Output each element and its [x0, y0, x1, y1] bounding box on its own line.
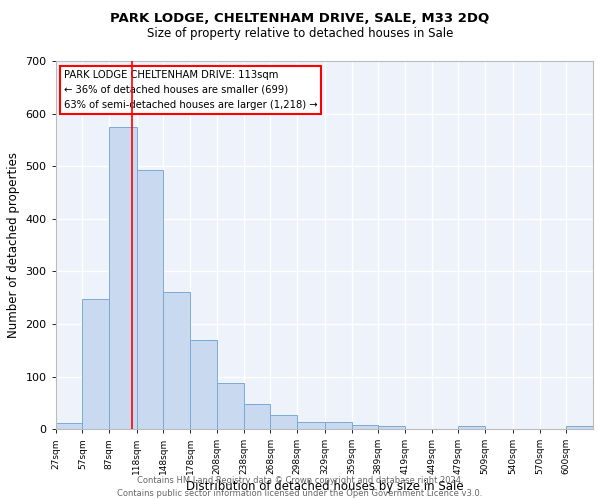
Bar [271, 415, 297, 429]
X-axis label: Distribution of detached houses by size in Sale: Distribution of detached houses by size … [185, 480, 463, 493]
Bar [297, 422, 325, 429]
Bar [56, 423, 82, 429]
Bar [109, 126, 137, 429]
Bar [458, 426, 485, 429]
Y-axis label: Number of detached properties: Number of detached properties [7, 152, 20, 338]
Bar [244, 404, 271, 429]
Text: Size of property relative to detached houses in Sale: Size of property relative to detached ho… [147, 28, 453, 40]
Text: PARK LODGE, CHELTENHAM DRIVE, SALE, M33 2DQ: PARK LODGE, CHELTENHAM DRIVE, SALE, M33 … [110, 12, 490, 26]
Bar [325, 422, 352, 429]
Bar [352, 426, 378, 429]
Bar [190, 340, 217, 429]
Text: PARK LODGE CHELTENHAM DRIVE: 113sqm
← 36% of detached houses are smaller (699)
6: PARK LODGE CHELTENHAM DRIVE: 113sqm ← 36… [64, 70, 317, 110]
Bar [137, 170, 163, 429]
Bar [82, 299, 109, 429]
Bar [566, 426, 593, 429]
Bar [163, 292, 190, 429]
Bar [217, 383, 244, 429]
Text: Contains HM Land Registry data © Crown copyright and database right 2024.
Contai: Contains HM Land Registry data © Crown c… [118, 476, 482, 498]
Bar [378, 426, 405, 429]
